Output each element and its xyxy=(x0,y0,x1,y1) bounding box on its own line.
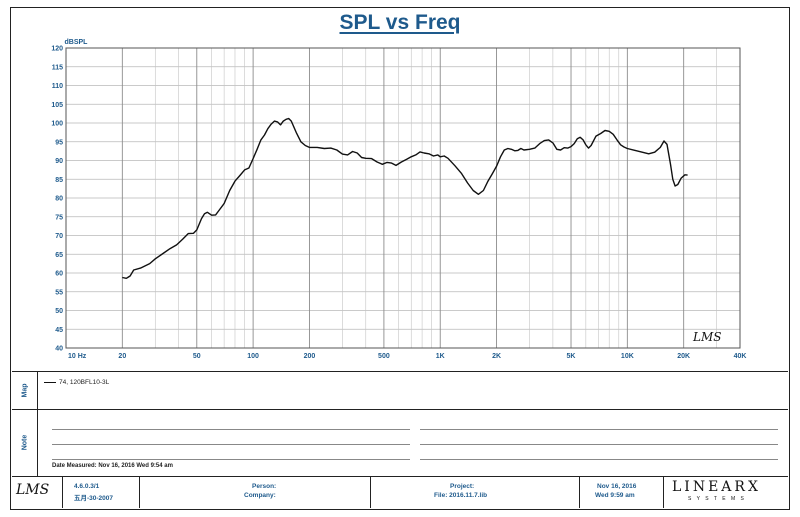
info-panel: Map 74, 120BFL10-3L Note Date Measured: … xyxy=(12,371,788,508)
divider xyxy=(370,476,371,508)
footer-bar: LMS 4.6.0.3/1 五月-30-2007 Person: Company… xyxy=(12,476,788,508)
y-tick-labels: 40 45 50 55 60 65 70 75 80 85 90 95 100 105 110 115 120 xyxy=(51,46,63,353)
y-tick-label: 105 xyxy=(51,102,63,109)
linearx-logo: LINEARX xyxy=(672,479,761,495)
x-tick-label: 100 xyxy=(247,353,259,360)
file-label: File: 2016.11.7.lib xyxy=(434,492,488,499)
map-side-label: Map xyxy=(12,371,38,409)
y-axis-label: dBSPL xyxy=(65,39,89,46)
plot-frame xyxy=(10,7,790,510)
lms-watermark: LMS xyxy=(692,330,721,344)
divider xyxy=(12,371,788,372)
x-tick-label: 10K xyxy=(621,353,634,360)
spl-chart: 404550556065707580859095100105110115120 … xyxy=(51,39,746,360)
note-line xyxy=(420,459,778,460)
version-date: 五月-30-2007 xyxy=(74,495,114,502)
x-tick-label: 1K xyxy=(436,353,445,360)
y-tick-label: 90 xyxy=(55,158,63,165)
y-tick-label: 110 xyxy=(52,83,63,90)
x-tick-label: 500 xyxy=(378,353,390,360)
y-tick-label: 85 xyxy=(55,177,63,184)
person-label: Person: xyxy=(252,483,277,490)
y-tick-label: 95 xyxy=(55,139,63,146)
x-tick-label: 20K xyxy=(677,353,690,360)
note-line xyxy=(420,429,778,430)
grid xyxy=(65,47,741,349)
legend-swatch xyxy=(44,382,56,383)
lms-logo: LMS xyxy=(16,482,50,498)
x-tick-label: 2K xyxy=(492,353,501,360)
y-tick-label: 120 xyxy=(51,46,63,53)
note-line xyxy=(52,459,410,460)
y-tick-label: 55 xyxy=(55,289,63,296)
version: 4.6.0.3/1 xyxy=(74,483,100,490)
chart-title-text: SPL vs Freq xyxy=(339,11,461,34)
x-tick-label: 20 xyxy=(118,353,126,360)
y-tick-label: 70 xyxy=(55,233,63,240)
note-side-label: Note xyxy=(12,409,38,476)
note-line xyxy=(52,444,410,445)
date-measured: Date Measured: Nov 16, 2016 Wed 9:54 am xyxy=(52,463,173,469)
note-line xyxy=(420,444,778,445)
x-tick-label: 40K xyxy=(734,353,747,360)
y-tick-label: 45 xyxy=(55,327,63,334)
linearx-subtitle: S Y S T E M S xyxy=(688,496,746,502)
divider xyxy=(12,476,788,477)
x-tick-label: 200 xyxy=(304,353,316,360)
divider xyxy=(12,409,788,410)
divider xyxy=(62,476,63,508)
x-tick-label: 10 Hz xyxy=(68,353,87,360)
footer-date: Nov 16, 2016 xyxy=(597,483,637,490)
y-tick-label: 75 xyxy=(55,214,63,221)
y-tick-label: 65 xyxy=(55,252,63,259)
y-tick-label: 40 xyxy=(55,346,63,353)
x-tick-labels: 10 Hz 20 50 100 200 500 1K 2K 5K 10K 20K 40K xyxy=(68,353,746,360)
data-series xyxy=(122,117,688,279)
x-tick-label: 5K xyxy=(567,353,576,360)
legend-label: 74, 120BFL10-3L xyxy=(59,379,110,386)
series-line xyxy=(122,117,688,279)
x-tick-label: 50 xyxy=(193,353,201,360)
divider xyxy=(663,476,664,508)
y-tick-label: 50 xyxy=(55,308,63,315)
y-tick-label: 100 xyxy=(51,121,63,128)
company-label: Company: xyxy=(244,492,276,499)
footer-time: Wed 9:59 am xyxy=(595,492,635,499)
chart-title: SPL vs Freq xyxy=(0,11,800,35)
note-line xyxy=(52,429,410,430)
y-tick-label: 115 xyxy=(52,64,63,71)
project-label: Project: xyxy=(450,483,475,490)
plot-border xyxy=(65,47,741,349)
y-tick-label: 60 xyxy=(55,271,63,278)
divider xyxy=(579,476,580,508)
legend-entry: 74, 120BFL10-3L xyxy=(44,379,109,386)
divider xyxy=(139,476,140,508)
y-tick-label: 80 xyxy=(55,196,63,203)
